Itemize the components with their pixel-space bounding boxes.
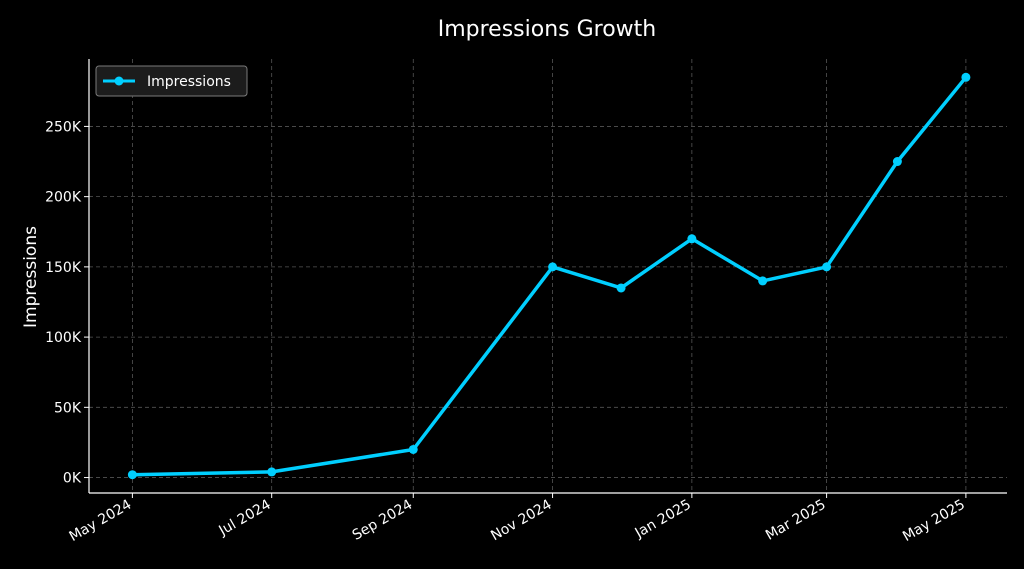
y-tick-label: 200K <box>45 190 82 206</box>
data-point <box>616 283 626 293</box>
legend-label: Impressions <box>147 74 231 90</box>
y-tick-label: 250K <box>45 119 82 135</box>
data-point <box>961 72 971 82</box>
y-tick-label: 100K <box>45 330 82 346</box>
data-point <box>548 262 558 272</box>
data-point <box>267 467 277 477</box>
legend: Impressions <box>95 65 248 97</box>
grid-lines <box>89 59 1007 493</box>
legend-marker-swatch <box>114 76 124 86</box>
series-line <box>130 75 968 477</box>
y-tick-label: 0K <box>63 471 82 487</box>
data-point <box>127 470 137 480</box>
y-tick-label: 50K <box>54 400 82 416</box>
chart-title: Impressions Growth <box>438 17 657 42</box>
y-tick-label: 150K <box>45 260 82 276</box>
data-point <box>687 234 697 244</box>
data-point <box>822 262 832 272</box>
legend-box <box>95 65 248 97</box>
axes <box>84 59 1007 498</box>
series-impressions <box>127 72 971 480</box>
data-point <box>758 276 768 286</box>
data-point <box>892 157 902 167</box>
y-axis-label: Impressions <box>21 226 41 328</box>
data-point <box>408 444 418 454</box>
